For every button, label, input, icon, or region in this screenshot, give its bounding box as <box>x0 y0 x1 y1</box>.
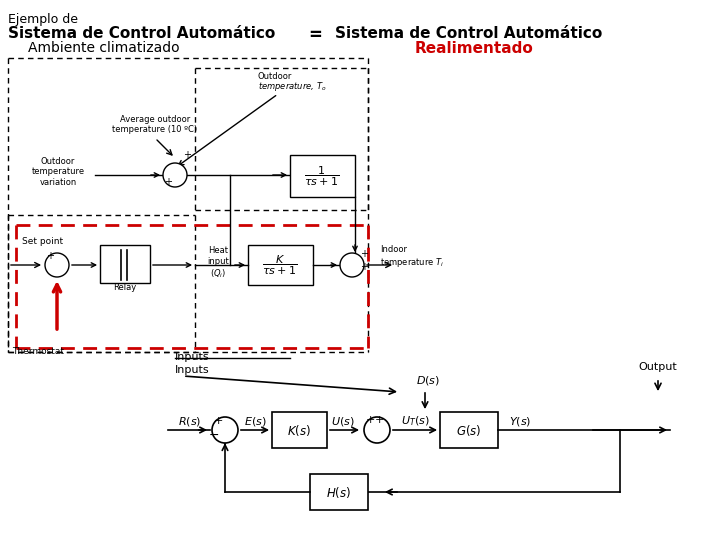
Text: $D(s)$: $D(s)$ <box>416 374 440 387</box>
Text: Outdoor
temperature
variation: Outdoor temperature variation <box>32 157 84 187</box>
Text: $G(s)$: $G(s)$ <box>456 422 482 437</box>
Text: $H(s)$: $H(s)$ <box>326 484 351 500</box>
Text: Heat
input
$(Q_i)$: Heat input $(Q_i)$ <box>207 246 229 280</box>
Text: $\dfrac{K}{\tau s+1}$: $\dfrac{K}{\tau s+1}$ <box>262 253 297 276</box>
Text: Inputs: Inputs <box>175 352 210 362</box>
Circle shape <box>212 417 238 443</box>
Circle shape <box>340 253 364 277</box>
Text: Indoor
temperature $T_i$: Indoor temperature $T_i$ <box>380 245 444 269</box>
Bar <box>100 245 150 283</box>
Text: Output: Output <box>639 362 678 372</box>
Text: +: + <box>46 251 54 261</box>
Bar <box>310 474 368 510</box>
Text: +: + <box>365 415 374 425</box>
Circle shape <box>364 417 390 443</box>
Circle shape <box>163 163 187 187</box>
Text: temperature, $T_o$: temperature, $T_o$ <box>258 80 327 93</box>
Text: Thermostat: Thermostat <box>12 347 64 356</box>
Text: Set point: Set point <box>22 237 63 246</box>
Text: Relay: Relay <box>113 284 137 293</box>
Text: +: + <box>183 150 191 160</box>
Bar <box>290 155 355 197</box>
Text: $\dfrac{1}{\tau s+1}$: $\dfrac{1}{\tau s+1}$ <box>305 164 340 188</box>
Text: $E(s)$: $E(s)$ <box>243 415 266 428</box>
Text: +: + <box>360 262 368 272</box>
Text: Outdoor: Outdoor <box>258 72 292 81</box>
Text: Ambiente climatizado: Ambiente climatizado <box>28 41 179 55</box>
Bar <box>272 412 327 448</box>
Text: Realimentado: Realimentado <box>415 41 534 56</box>
Text: +: + <box>360 249 368 259</box>
Text: $K(s)$: $K(s)$ <box>287 422 311 437</box>
Bar <box>440 412 498 448</box>
Text: =: = <box>308 26 322 44</box>
Circle shape <box>45 253 69 277</box>
Text: $U_T(s)$: $U_T(s)$ <box>400 414 429 428</box>
Text: $Y(s)$: $Y(s)$ <box>509 415 531 428</box>
Text: −: − <box>209 429 220 442</box>
Text: Inputs: Inputs <box>175 365 210 375</box>
Text: Ejemplo de: Ejemplo de <box>8 13 78 26</box>
Text: +: + <box>374 415 384 425</box>
Text: Sistema de Control Automático: Sistema de Control Automático <box>335 26 602 41</box>
Text: +: + <box>213 416 222 426</box>
Bar <box>248 245 313 285</box>
Text: $R(s)$: $R(s)$ <box>179 415 202 428</box>
Text: +: + <box>164 177 172 187</box>
Text: Sistema de Control Automático: Sistema de Control Automático <box>8 26 275 41</box>
Text: $U(s)$: $U(s)$ <box>331 415 355 428</box>
Text: Average outdoor
temperature (10 ºC): Average outdoor temperature (10 ºC) <box>112 115 197 134</box>
